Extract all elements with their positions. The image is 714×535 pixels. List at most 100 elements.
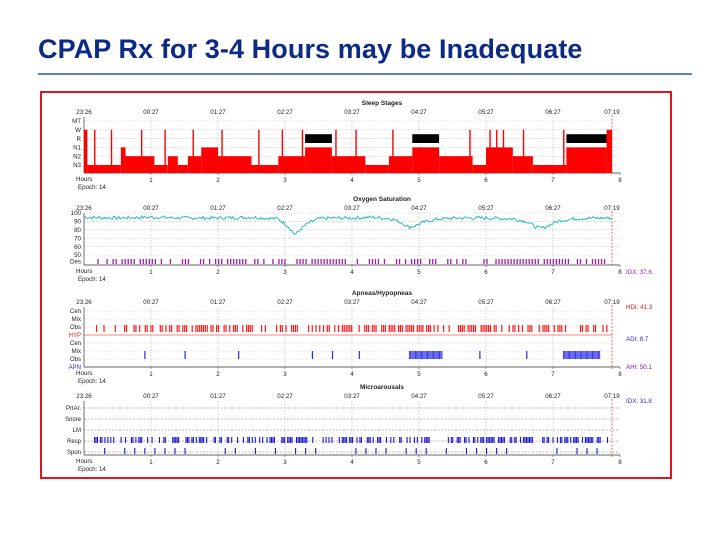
resp-arousal-mark	[481, 437, 483, 443]
resp-arousal-mark	[530, 437, 532, 443]
spon-arousal-mark	[315, 448, 317, 454]
desaturation-mark	[160, 259, 163, 264]
resp-arousal-mark	[213, 437, 215, 443]
sleep-stage-fill	[388, 156, 413, 173]
apnea-cluster-mark	[598, 351, 599, 359]
hypopnea-mark	[367, 325, 370, 332]
spo2-hour-tick: 7	[551, 269, 555, 276]
apnea-mark	[331, 351, 334, 359]
sleep-stage-fill	[87, 165, 121, 173]
apnea-cluster-mark	[594, 351, 596, 359]
hypopnea-mark	[474, 325, 477, 332]
hypopnea-mark	[512, 325, 514, 332]
hypopnea-mark	[527, 325, 529, 332]
hypopnea-mark	[461, 325, 463, 332]
resp-arousal-mark	[548, 437, 550, 443]
spon-arousal-mark	[486, 448, 488, 454]
resp-arousal-mark	[248, 437, 250, 443]
desaturation-mark	[299, 259, 301, 264]
resp-arousal-mark	[95, 437, 97, 443]
apnea-cluster-mark	[583, 351, 585, 359]
sleep-stage-fill	[512, 156, 533, 173]
desaturation-mark	[208, 259, 211, 264]
hypopnea-mark	[249, 325, 251, 332]
desaturation-mark	[404, 259, 407, 264]
wake-spike	[258, 129, 260, 173]
resp-arousal-mark	[135, 437, 137, 443]
desaturation-mark	[368, 259, 371, 264]
desaturation-mark	[534, 259, 536, 264]
resp-arousal-mark	[409, 437, 411, 443]
hypopnea-mark	[371, 325, 373, 332]
desaturation-mark	[305, 259, 307, 264]
spon-arousal-mark	[375, 448, 377, 454]
wake-spike	[335, 129, 337, 173]
desat-row-label: Des	[70, 259, 81, 266]
resp-arousal-mark	[188, 437, 190, 443]
desaturation-mark	[576, 259, 579, 264]
resp-arousal-mark	[574, 437, 576, 443]
apnea-hour-tick: 6	[484, 371, 488, 378]
resp-arousal-mark	[502, 437, 504, 443]
resp-arousal-mark	[110, 437, 112, 443]
apnea-cluster-mark	[427, 351, 428, 359]
sleep-stage-fill	[201, 147, 218, 173]
resp-arousal-mark	[99, 437, 102, 443]
ahi-label: AHI: 50.1	[626, 364, 652, 371]
desaturation-mark	[549, 259, 551, 264]
hypopnea-mark	[557, 325, 559, 332]
hypopnea-mark	[232, 325, 235, 332]
resp-arousal-mark	[385, 437, 388, 443]
spo2-tick-label: 100	[71, 210, 82, 217]
hypopnea-mark	[457, 325, 460, 332]
resp-arousal-mark	[489, 437, 491, 443]
hypopnea-mark	[337, 325, 340, 332]
resp-arousal-mark	[341, 437, 343, 443]
stages-hour-tick: 5	[417, 177, 421, 184]
resp-arousal-mark	[576, 437, 578, 443]
spon-arousal-mark	[405, 448, 407, 454]
hypopnea-mark	[559, 325, 561, 332]
apnea-cluster-mark	[433, 351, 434, 359]
desaturation-mark	[567, 259, 570, 264]
arousal-clock-tick: 02:27	[277, 393, 293, 400]
stage-row-label: N2	[73, 153, 81, 160]
apnea-cluster-mark	[414, 351, 416, 359]
hypopnea-mark	[170, 325, 173, 332]
hypopnea-mark	[471, 325, 473, 332]
resp-arousal-mark	[356, 437, 358, 443]
stages-clock-tick: 07:19	[604, 109, 620, 116]
sleep-stage-fill	[606, 129, 612, 173]
resp-arousal-mark	[450, 437, 452, 443]
desaturation-mark	[320, 259, 322, 264]
resp-arousal-mark	[220, 437, 222, 443]
resp-arousal-mark	[200, 437, 202, 443]
hypopnea-mark	[587, 325, 589, 332]
desaturation-mark	[585, 259, 588, 264]
spo2-tick-label: 80	[74, 227, 81, 234]
spo2-tick-label: 90	[74, 219, 81, 226]
stages-clock-tick: 01:27	[210, 109, 226, 116]
desaturation-mark	[272, 259, 274, 264]
desaturation-mark	[263, 259, 265, 264]
event-group-label: APN	[69, 365, 81, 371]
resp-arousal-mark	[195, 437, 197, 443]
apnea-cluster-mark	[579, 351, 581, 359]
apnea-hour-tick: 8	[618, 371, 622, 378]
desaturation-mark	[371, 259, 374, 264]
hypopnea-mark	[199, 325, 201, 332]
resp-arousal-mark	[281, 437, 283, 443]
rem-sleep-block	[412, 134, 440, 143]
spo2-clock-tick: 05:27	[478, 205, 494, 212]
wake-spike	[192, 129, 194, 173]
event-row-label: Obs	[70, 325, 81, 331]
adi-label: ADI: 8.7	[626, 336, 649, 343]
desaturation-mark	[169, 259, 172, 264]
apnea-cluster-mark	[565, 351, 567, 359]
desaturation-mark	[603, 259, 606, 264]
arousal-clock-tick: 06:27	[545, 393, 561, 400]
resp-arousal-mark	[599, 437, 601, 443]
resp-arousal-mark	[587, 437, 589, 443]
apnea-cluster-mark	[577, 351, 579, 359]
hypopnea-mark	[345, 325, 347, 332]
